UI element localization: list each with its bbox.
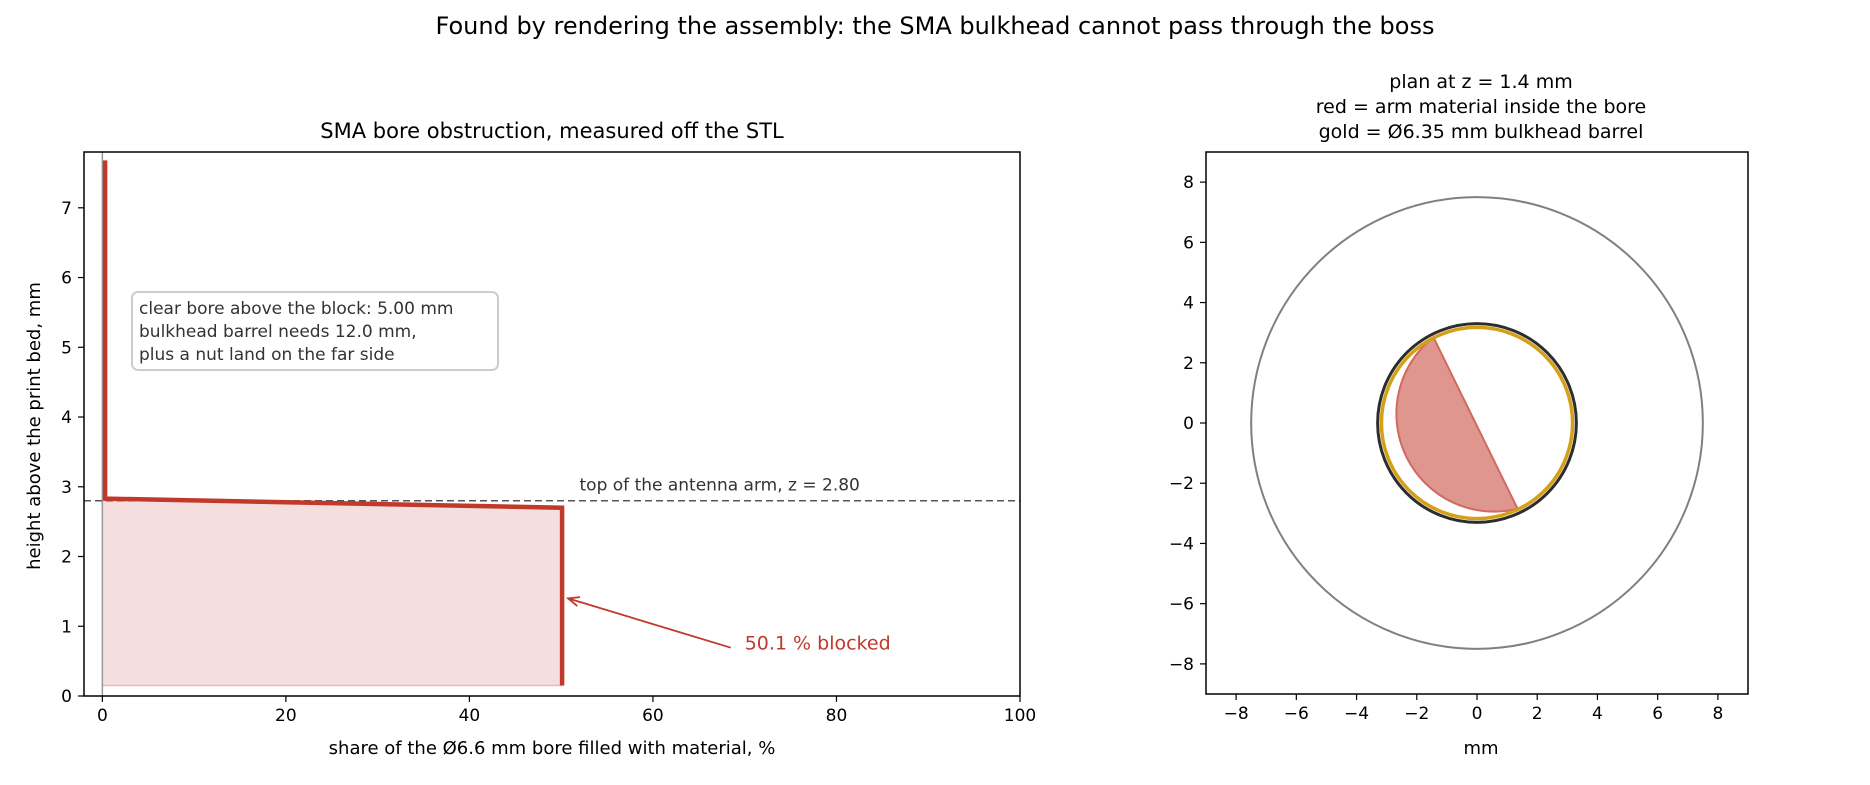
obstruction-profile-line	[102, 160, 565, 686]
boss-outline-circle	[1250, 196, 1704, 650]
blocked-percent-annotation: 50.1 % blocked	[745, 633, 891, 655]
right-title-line-3: gold = Ø6.35 mm bulkhead barrel	[1319, 121, 1644, 143]
y-tick-label: 5	[61, 338, 72, 358]
right-title-line-1: plan at z = 1.4 mm	[1389, 71, 1572, 93]
arm-top-label: top of the antenna arm, z = 2.80	[580, 476, 860, 496]
x-tick-label: −2	[1404, 704, 1429, 724]
y-tick-label: 0	[61, 687, 72, 707]
filled-share-area	[102, 498, 563, 686]
y-tick-label: 8	[1183, 173, 1194, 193]
y-tick-label: 4	[61, 408, 72, 428]
x-tick-label: −4	[1344, 704, 1369, 724]
right-title-line-2: red = arm material inside the bore	[1316, 96, 1646, 118]
y-tick-label: 0	[1183, 414, 1194, 434]
x-tick-label: −8	[1224, 704, 1249, 724]
left-ylabel: height above the print bed, mm	[24, 282, 45, 570]
info-textbox	[131, 291, 499, 371]
info-textbox-line: clear bore above the block: 5.00 mm	[139, 299, 453, 319]
left-axes-frame	[83, 151, 1021, 697]
x-tick-label: 40	[459, 706, 481, 726]
x-tick-label: 100	[1004, 706, 1036, 726]
x-tick-label: 60	[642, 706, 664, 726]
y-tick-label: 3	[61, 478, 72, 498]
y-tick-label: 6	[1183, 233, 1194, 253]
annotation-arrow-head	[565, 596, 581, 607]
x-tick-label: 20	[275, 706, 297, 726]
annotation-arrow-line	[567, 597, 731, 649]
left-chart-title: SMA bore obstruction, measured off the S…	[320, 119, 784, 143]
x-tick-label: 80	[826, 706, 848, 726]
y-tick-label: 6	[61, 269, 72, 289]
y-tick-label: 4	[1183, 294, 1194, 314]
left-xlabel: share of the Ø6.6 mm bore filled with ma…	[329, 738, 776, 759]
x-tick-label: 8	[1712, 704, 1723, 724]
left-plot-area: top of the antenna arm, z = 2.800 20 40 60 8…	[61, 151, 1036, 726]
bore-circle	[1376, 322, 1578, 524]
right-chart: plan at z = 1.4 mm red = arm material in…	[1169, 71, 1749, 759]
x-tick-label: 6	[1652, 704, 1663, 724]
y-tick-label: −8	[1169, 655, 1194, 675]
y-tick-label: 1	[61, 617, 72, 637]
right-plot-area: −8 −6 −4 −2 0 2 4 6 8 −8 −6 −4 −2 0 2 4 6 8	[1169, 151, 1749, 724]
x-tick-label: 0	[97, 706, 108, 726]
x-tick-label: 2	[1532, 704, 1543, 724]
y-tick-label: 2	[1183, 354, 1194, 374]
y-tick-label: 7	[61, 199, 72, 219]
y-tick-label: −2	[1169, 474, 1194, 494]
x-tick-label: 4	[1592, 704, 1603, 724]
x-tick-label: −6	[1284, 704, 1309, 724]
info-textbox-line: plus a nut land on the far side	[139, 345, 395, 365]
left-chart: SMA bore obstruction, measured off the S…	[24, 119, 1036, 759]
y-tick-label: −6	[1169, 595, 1194, 615]
right-xlabel: mm	[1463, 738, 1498, 759]
figure-suptitle: Found by rendering the assembly: the SMA…	[436, 12, 1435, 40]
bulkhead-barrel-circle	[1379, 325, 1575, 521]
info-textbox-line: bulkhead barrel needs 12.0 mm,	[139, 322, 417, 342]
y-tick-label: 2	[61, 548, 72, 568]
blocked-material-region	[1395, 335, 1520, 513]
y-tick-label: −4	[1169, 534, 1194, 554]
right-axes-frame	[1205, 151, 1749, 695]
x-tick-label: 0	[1472, 704, 1483, 724]
